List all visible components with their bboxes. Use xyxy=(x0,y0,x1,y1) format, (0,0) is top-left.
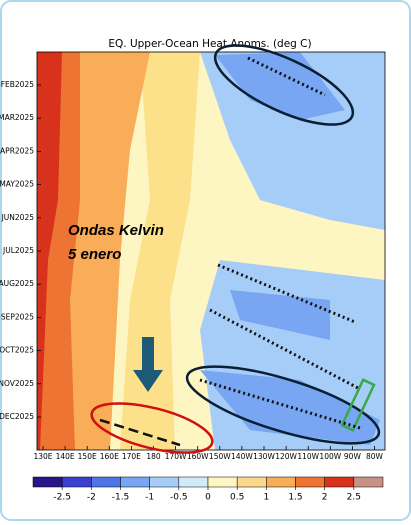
colorbar-cell xyxy=(178,476,209,488)
y-tick-label: MAY2025 xyxy=(0,180,34,189)
y-tick-label: JUN2025 xyxy=(1,213,35,222)
x-tick-label: 140E xyxy=(56,452,75,461)
colorbar-cell xyxy=(236,476,267,488)
colorbar-tick-label: -0.5 xyxy=(170,493,188,503)
y-tick-label: OCT2025 xyxy=(0,346,34,355)
x-tick-label: 160E xyxy=(100,452,119,461)
colorbar-cell xyxy=(266,476,296,488)
y-tick-label: MAR2025 xyxy=(0,113,34,122)
field-yellow xyxy=(120,52,200,450)
colorbar-cell xyxy=(32,476,63,488)
colorbar-cell xyxy=(149,476,180,488)
x-tick-label: 150W xyxy=(209,452,231,461)
x-tick-label: 140W xyxy=(231,452,253,461)
field-blue-mid xyxy=(230,290,330,340)
x-tick-label: 100W xyxy=(319,452,341,461)
dotted-lines xyxy=(199,56,361,430)
colorbar-tick-label: -1.5 xyxy=(112,493,130,503)
y-tick-label: NOV2025 xyxy=(0,379,34,388)
dashed-line xyxy=(99,418,181,447)
x-tick-label: 160W xyxy=(187,452,209,461)
field-blue-top xyxy=(200,52,385,230)
x-tick-label: 130W xyxy=(253,452,275,461)
field-blue-bottom-dark xyxy=(200,370,380,445)
y-tick-label: APR2025 xyxy=(0,146,34,155)
colorbar-cell xyxy=(324,476,355,488)
overlays xyxy=(90,44,381,454)
colorbar-tick-label: 2.5 xyxy=(347,493,361,503)
x-tick-label: 120W xyxy=(275,452,297,461)
colorbar-cell xyxy=(120,476,150,488)
ellipse xyxy=(213,44,355,126)
field-blue-top-dark xyxy=(215,52,345,120)
x-tick-label: 170E xyxy=(122,452,141,461)
colorbar-tick-label: -2 xyxy=(87,493,96,503)
x-tick-label: 80W xyxy=(366,452,384,461)
x-tick-label: 130E xyxy=(33,452,52,461)
colorbar-cell xyxy=(353,476,384,488)
y-tick-label: FEB2025 xyxy=(1,80,35,89)
axes: FEB2025 MAR2025 APR2025 MAY2025 JUN2025 JUL20… xyxy=(0,80,384,503)
y-tick-label: DEC2025 xyxy=(0,412,34,421)
annotation: Ondas Kelvin xyxy=(68,222,164,239)
dotted-line xyxy=(247,56,326,97)
colorbar-tick-label: 2 xyxy=(322,493,328,503)
colorbar-tick-label: 1.5 xyxy=(288,493,302,503)
annotation: 5 enero xyxy=(68,246,121,263)
y-tick-label: AUG2025 xyxy=(0,279,34,288)
colorbar-cell xyxy=(207,476,238,488)
y-tick-label: SEP2025 xyxy=(1,312,34,321)
x-tick-label: 150E xyxy=(78,452,97,461)
y-tick-label: JUL2025 xyxy=(2,246,34,255)
green-box xyxy=(340,378,376,432)
colorbar-tick-label: 0 xyxy=(205,493,211,503)
colorbar-tick-label: -1 xyxy=(145,493,154,503)
ellipse xyxy=(90,402,214,454)
field-orange xyxy=(60,52,150,450)
colorbar-cell xyxy=(295,476,325,488)
x-tick-label: 170W xyxy=(165,452,187,461)
field xyxy=(36,51,386,451)
arrow xyxy=(133,337,163,392)
colorbar-cell xyxy=(61,476,92,488)
ellipse xyxy=(185,365,381,445)
x-tick-label: 180 xyxy=(146,452,161,461)
colorbar-tick-label: 1 xyxy=(263,493,269,503)
field-darkred xyxy=(37,52,62,450)
x-tick-label: 110W xyxy=(297,452,319,461)
x-tick-label: 90W xyxy=(344,452,362,461)
colorbar-tick-label: -2.5 xyxy=(53,493,71,503)
chart-title: EQ. Upper-Ocean Heat Anoms. (deg C) xyxy=(108,38,311,50)
colorbar-tick-label: 0.5 xyxy=(230,493,244,503)
colorbar-cell xyxy=(91,476,121,488)
